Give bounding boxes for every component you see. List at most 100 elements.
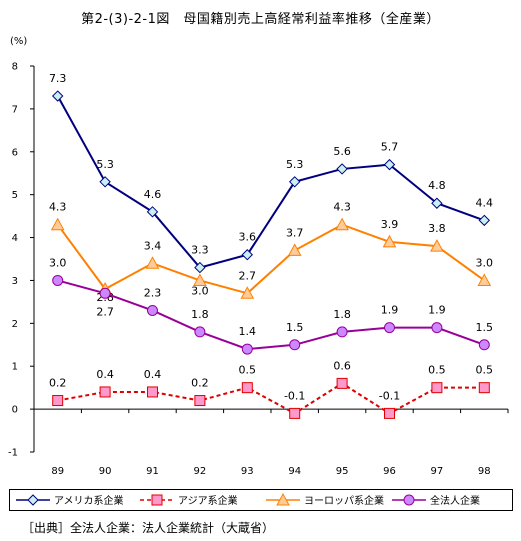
series-line-3 bbox=[57, 279, 485, 351]
data-label-1-4: 0.5 bbox=[239, 364, 257, 377]
chart-title: 第2-(3)-2-1図 母国籍別売上高経常利益率推移（全産業） bbox=[81, 12, 440, 27]
data-label-0-5: 5.3 bbox=[286, 158, 304, 171]
y-tick-label: -1 bbox=[8, 448, 18, 459]
data-label-0-2: 4.6 bbox=[144, 188, 162, 201]
data-point-2-4 bbox=[240, 286, 255, 299]
x-tick-label: 95 bbox=[336, 466, 349, 477]
line-chart: 8 7 6 5 4 3 2 1 0 -1 (%) 89 90 91 92 93 94 95 96 97 98 7.3 5.3… bbox=[8, 36, 509, 477]
legend-label-3: 全法人企業 bbox=[430, 494, 480, 507]
data-label-1-8: 0.5 bbox=[428, 364, 446, 377]
data-label-1-7: -0.1 bbox=[379, 389, 400, 402]
data-label-3-9: 1.5 bbox=[476, 321, 494, 334]
data-point-2-5 bbox=[287, 243, 302, 256]
data-point-0-1 bbox=[99, 176, 111, 188]
y-tick-label: 3 bbox=[12, 276, 18, 287]
data-label-0-4: 3.6 bbox=[239, 231, 257, 244]
data-point-1-3 bbox=[194, 395, 206, 407]
data-label-0-8: 4.8 bbox=[428, 179, 446, 192]
data-label-3-4: 1.4 bbox=[239, 325, 257, 338]
data-point-2-7 bbox=[382, 234, 397, 248]
data-point-2-3 bbox=[193, 273, 207, 286]
data-label-2-3: 3.0 bbox=[191, 284, 209, 297]
data-label-1-0: 0.2 bbox=[49, 377, 67, 390]
y-tick-label: 6 bbox=[12, 147, 18, 158]
source-note: ［出典］全法人企業：法人企業統計（大蔵省） bbox=[22, 521, 275, 535]
data-label-3-2: 2.3 bbox=[144, 286, 162, 299]
data-point-1-2 bbox=[147, 386, 158, 398]
data-point-0-4 bbox=[241, 249, 254, 261]
data-point-0-2 bbox=[146, 206, 159, 218]
x-tick-label: 93 bbox=[241, 466, 254, 477]
data-label-1-5: -0.1 bbox=[284, 389, 305, 402]
data-point-1-5 bbox=[289, 407, 301, 419]
data-point-0-5 bbox=[288, 176, 301, 188]
data-label-1-6: 0.6 bbox=[333, 359, 351, 372]
x-tick-label: 92 bbox=[194, 466, 207, 477]
data-label-0-7: 5.7 bbox=[381, 141, 399, 154]
data-label-3-5: 1.5 bbox=[286, 321, 304, 334]
x-tick-label: 90 bbox=[99, 466, 112, 477]
data-point-1-0 bbox=[52, 395, 64, 407]
data-label-2-9: 3.0 bbox=[476, 256, 494, 269]
x-tick-label: 94 bbox=[288, 466, 301, 477]
data-label-3-7: 1.9 bbox=[381, 304, 399, 317]
x-tick-label: 89 bbox=[51, 466, 64, 477]
data-point-3-8 bbox=[431, 322, 443, 334]
data-label-0-1: 5.3 bbox=[96, 158, 114, 171]
series-line-2 bbox=[56, 223, 485, 295]
series-line-0 bbox=[56, 95, 485, 269]
legend-marker-3 bbox=[403, 494, 415, 506]
x-tick-label: 97 bbox=[431, 466, 444, 477]
data-label-0-0: 7.3 bbox=[49, 72, 67, 85]
data-label-0-6: 5.6 bbox=[333, 145, 351, 158]
data-label-3-1: 2.7 bbox=[96, 305, 114, 318]
data-point-1-9 bbox=[478, 382, 490, 394]
data-point-1-4 bbox=[241, 382, 253, 394]
data-point-2-8 bbox=[430, 239, 444, 252]
legend-label-1: アジア系企業 bbox=[178, 494, 238, 507]
data-point-1-7 bbox=[384, 407, 395, 419]
data-label-3-0: 3.0 bbox=[49, 256, 67, 269]
data-label-2-4: 2.7 bbox=[239, 269, 257, 282]
series-line-1 bbox=[57, 382, 485, 415]
data-point-2-2 bbox=[145, 256, 160, 269]
data-point-0-0 bbox=[51, 90, 64, 102]
legend-label-0: アメリカ系企業 bbox=[54, 494, 124, 507]
data-label-2-7: 3.9 bbox=[381, 218, 399, 231]
x-tick-label: 91 bbox=[146, 466, 159, 477]
data-label-3-6: 1.8 bbox=[333, 308, 351, 321]
data-label-1-2: 0.4 bbox=[144, 368, 162, 381]
y-tick-label: 7 bbox=[12, 104, 18, 115]
data-point-2-0 bbox=[50, 217, 65, 231]
legend-marker-1 bbox=[151, 494, 163, 506]
y-tick-label: 0 bbox=[12, 405, 18, 416]
y-tick-label: 5 bbox=[12, 190, 18, 201]
legend-label-2: ヨーロッパ系企業 bbox=[304, 494, 384, 507]
y-tick-label: 4 bbox=[12, 233, 18, 244]
data-point-1-8 bbox=[431, 382, 443, 394]
data-point-1-6 bbox=[336, 377, 348, 389]
data-point-2-9 bbox=[477, 273, 492, 286]
data-label-2-2: 3.4 bbox=[144, 239, 162, 252]
data-label-2-6: 4.3 bbox=[333, 201, 351, 214]
legend: アメリカ系企業 アジア系企業 ヨーロッパ系企業 全法人企業 bbox=[9, 489, 513, 511]
data-point-3-0 bbox=[52, 274, 64, 286]
data-point-3-6 bbox=[336, 326, 348, 338]
data-point-0-7 bbox=[383, 158, 396, 171]
data-point-3-3 bbox=[194, 326, 206, 338]
data-point-3-4 bbox=[241, 343, 253, 355]
data-label-3-8: 1.9 bbox=[428, 304, 446, 317]
legend-marker-2 bbox=[276, 492, 290, 506]
data-label-2-8: 3.8 bbox=[428, 222, 446, 235]
legend-entries: アメリカ系企業 アジア系企業 ヨーロッパ系企業 全法人企業 bbox=[16, 492, 480, 507]
data-point-3-9 bbox=[478, 339, 490, 351]
data-point-0-6 bbox=[336, 163, 348, 175]
y-tick-label: 1 bbox=[12, 362, 18, 373]
data-point-0-8 bbox=[431, 197, 443, 209]
data-label-2-5: 3.7 bbox=[286, 226, 304, 239]
y-tick-label: 8 bbox=[12, 62, 18, 73]
data-label-3-3: 1.8 bbox=[191, 308, 209, 321]
data-point-3-7 bbox=[384, 322, 395, 334]
data-point-0-3 bbox=[194, 261, 206, 274]
data-label-1-3: 0.2 bbox=[191, 377, 209, 390]
